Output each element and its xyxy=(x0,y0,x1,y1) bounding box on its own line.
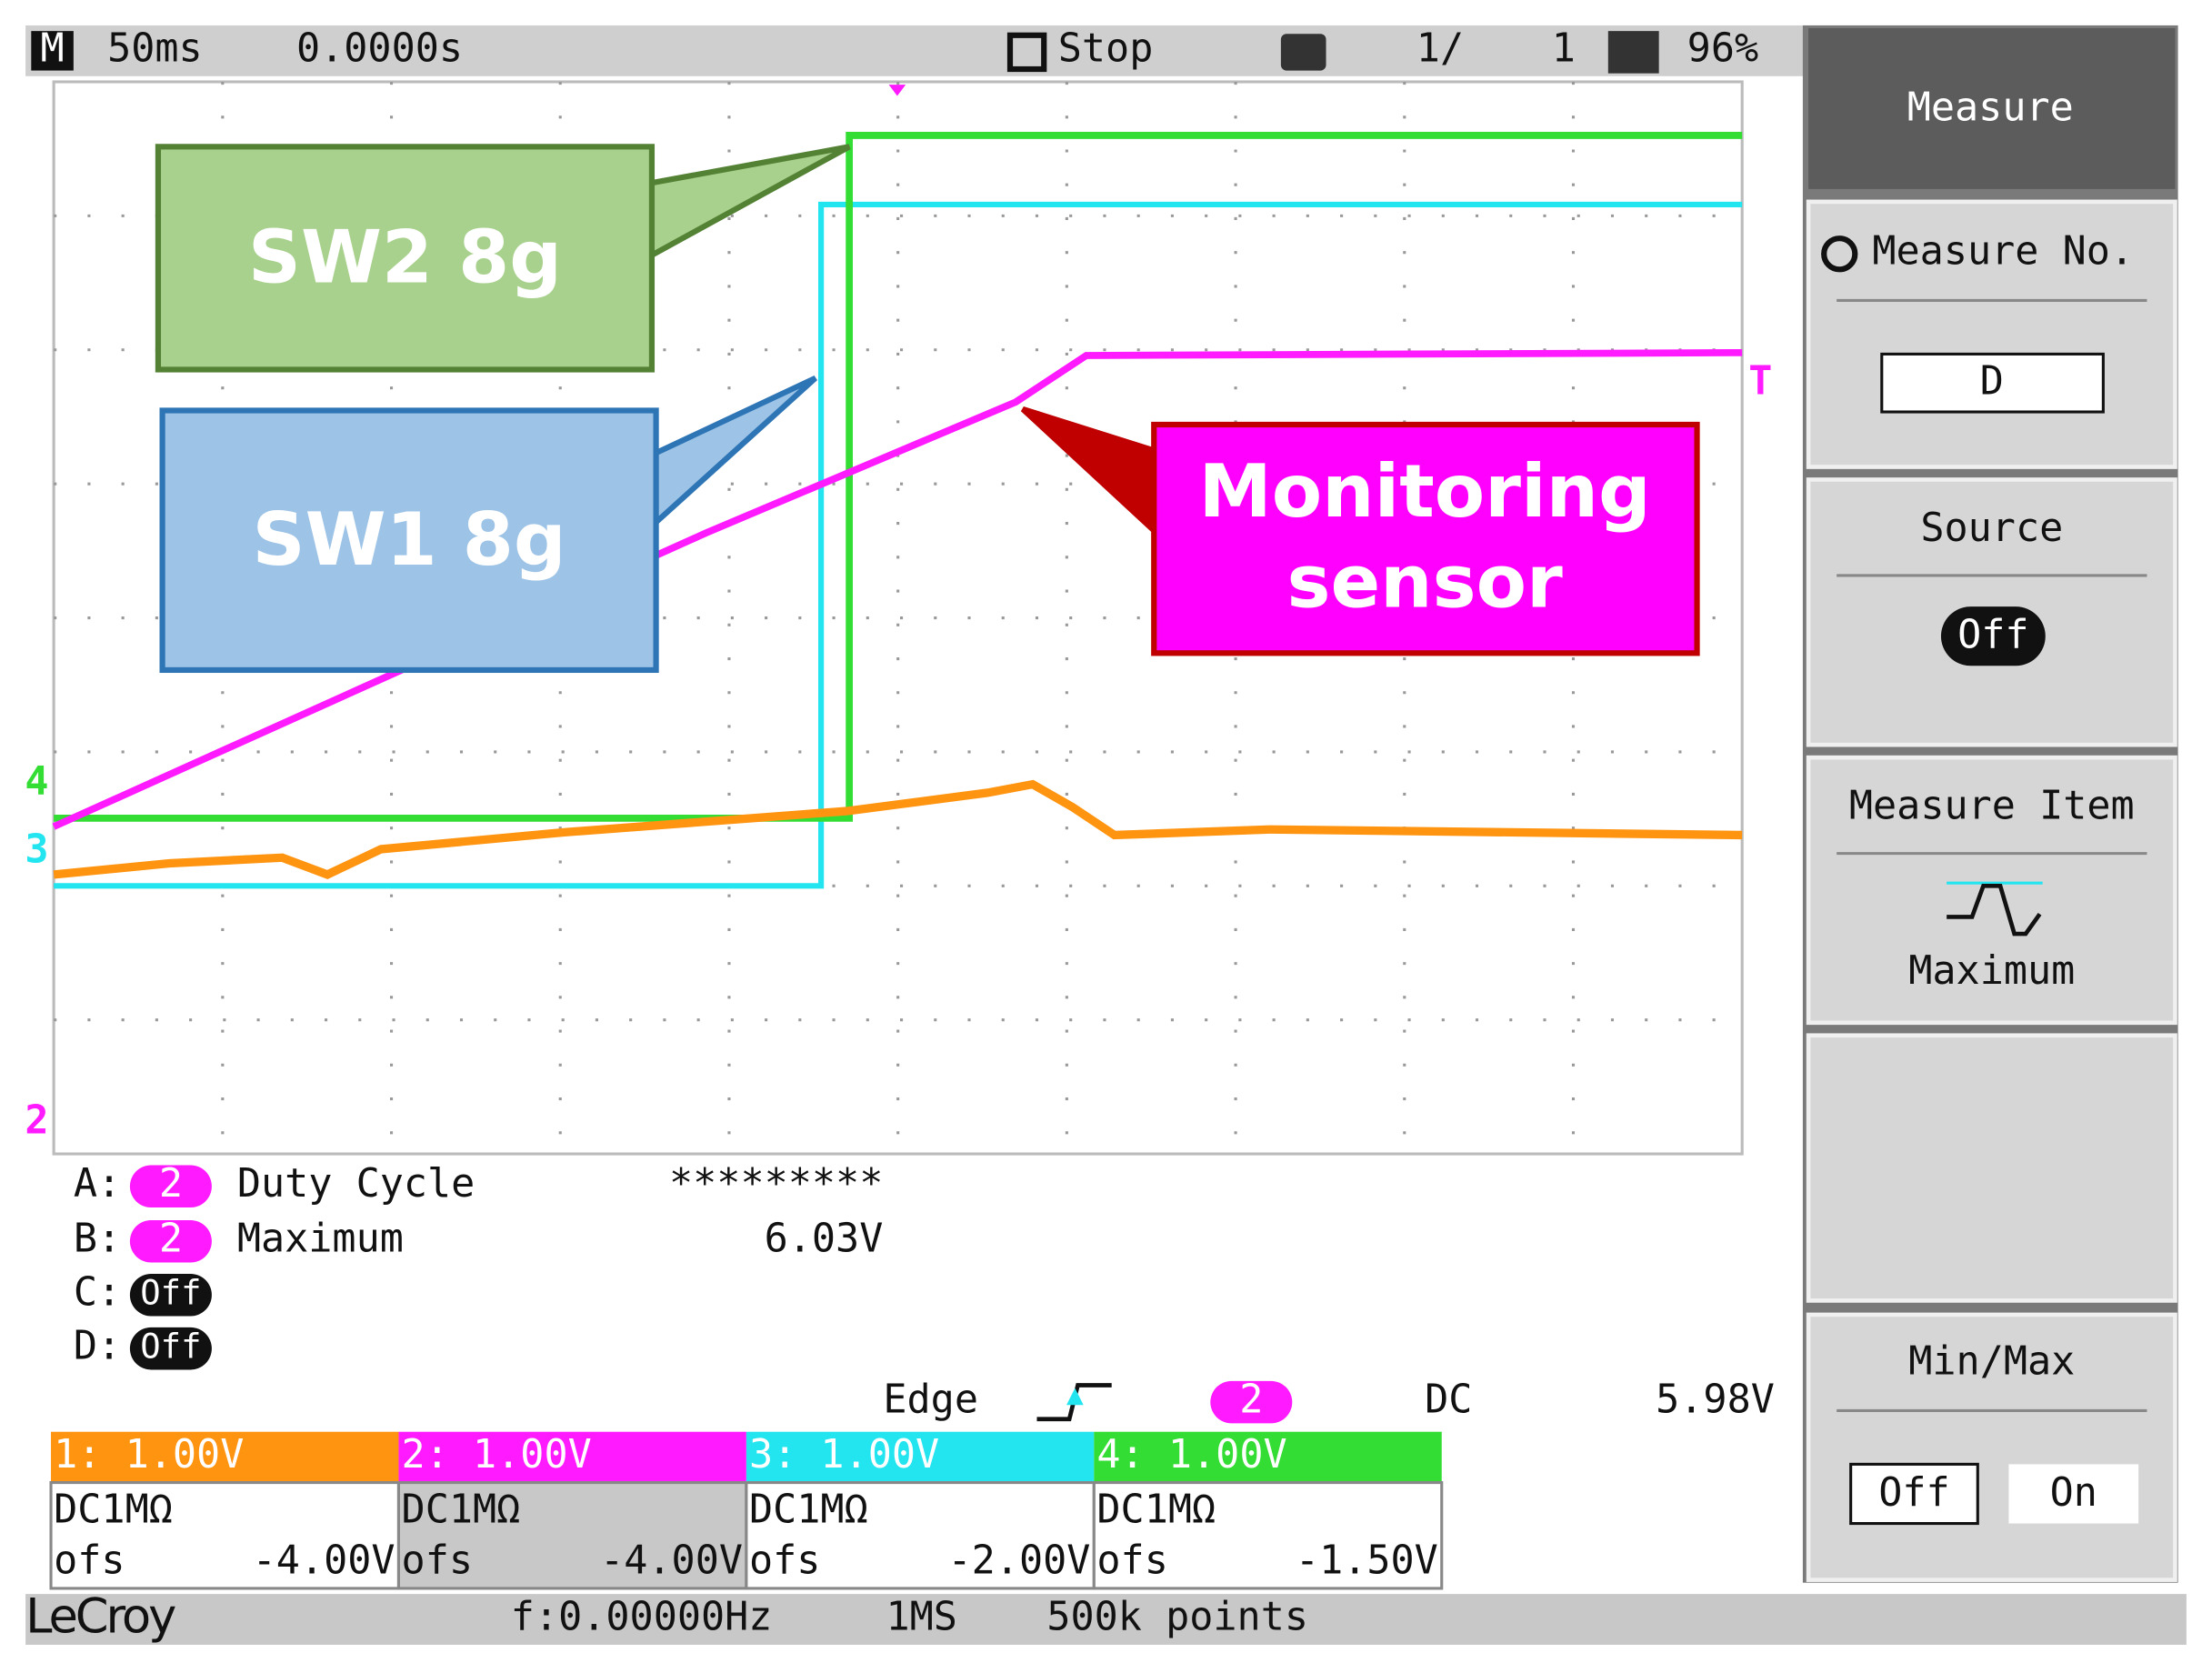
trace-ch3 xyxy=(54,201,1743,889)
minmax-on-box[interactable] xyxy=(2008,1464,2139,1524)
ch2-marker: 2 xyxy=(25,1097,48,1143)
channel-coupling: DC1MΩ xyxy=(402,1488,521,1533)
minmax-on: On xyxy=(2050,1470,2097,1516)
sample-rate: 1MS xyxy=(886,1595,956,1640)
sw2-box xyxy=(155,144,656,373)
ch3-marker: 3 xyxy=(25,827,48,873)
sw2-label: SW2 8g xyxy=(248,215,562,301)
source-value: Off xyxy=(1957,613,2028,658)
menu-title-box xyxy=(1808,28,2176,189)
trigger-coupling: DC xyxy=(1425,1377,1472,1423)
minmax-off-box[interactable] xyxy=(1849,1462,1979,1526)
sw1-label: SW1 8g xyxy=(253,497,566,583)
channel-header-bg xyxy=(398,1431,746,1483)
channel-coupling: DC1MΩ xyxy=(749,1488,868,1533)
channel-offset: -4.00V xyxy=(600,1538,743,1583)
channel-header: 2: 1.00V xyxy=(402,1432,592,1478)
trace-ch4 xyxy=(54,132,1743,822)
source-pill xyxy=(1940,606,2046,666)
slot-a-channel: 2 xyxy=(159,1161,183,1207)
stop-icon xyxy=(1006,32,1047,73)
monitor-label-2: sensor xyxy=(1286,539,1563,625)
brand: LeCroy xyxy=(25,1589,175,1645)
status-bar xyxy=(25,1594,2187,1645)
monitor-box xyxy=(1151,421,1700,656)
slot-a: A: xyxy=(74,1161,121,1207)
measure-no-value: D xyxy=(1980,358,2004,404)
brightness-icon xyxy=(1607,31,1659,74)
mode-box xyxy=(31,31,74,71)
measure-no-label: Measure No. xyxy=(1872,229,2134,275)
total: 1 xyxy=(1552,25,1576,71)
channel-offset: -1.50V xyxy=(1296,1538,1438,1583)
channel-header: 4: 1.00V xyxy=(1096,1432,1286,1478)
frequency: f:0.00000Hz xyxy=(511,1595,773,1640)
channel-header-bg xyxy=(746,1431,1095,1483)
slot-b-value: 6.03V xyxy=(765,1217,884,1262)
source-label: Source xyxy=(1920,506,2063,551)
button-measure-item[interactable] xyxy=(1806,755,2177,1026)
measure-item-value: Maximum xyxy=(1908,948,2075,994)
trace-ch2 xyxy=(52,348,1743,830)
ch4-marker: 4 xyxy=(25,759,48,805)
mode: M xyxy=(41,25,65,71)
channel-header-bg xyxy=(51,1431,399,1483)
menu-title: Measure xyxy=(1907,85,2074,131)
channel-offset-label: ofs xyxy=(402,1538,473,1583)
button-minmax[interactable] xyxy=(1806,1312,2177,1582)
measure-no-box xyxy=(1880,352,2105,414)
delay: 0.0000s xyxy=(296,25,463,71)
channel-coupling: DC1MΩ xyxy=(54,1488,173,1533)
slot-b-item: Maximum xyxy=(237,1217,404,1262)
channel-coupling: DC1MΩ xyxy=(1096,1488,1216,1533)
trigger-type: Edge xyxy=(883,1377,978,1423)
channel-header: 3: 1.00V xyxy=(749,1432,939,1478)
trigger-level: 5.98V xyxy=(1656,1377,1775,1423)
count: 1/ xyxy=(1416,25,1464,71)
timebase: 50ms xyxy=(107,25,203,71)
monitor-label-1: Monitoring xyxy=(1198,449,1650,535)
measure-item-label: Measure Item xyxy=(1849,783,2135,828)
slot-c-state: Off xyxy=(140,1273,201,1313)
slot-d: D: xyxy=(74,1324,121,1369)
channel-offset-label: ofs xyxy=(749,1538,820,1583)
slot-b: B: xyxy=(74,1217,121,1262)
trigger-pos xyxy=(888,85,906,96)
channel-body-bg xyxy=(49,1481,401,1590)
trace-ch1 xyxy=(53,779,1743,879)
slot-a-item: Duty Cycle xyxy=(237,1161,475,1207)
channel-header: 1: 1.00V xyxy=(54,1432,244,1478)
slot-c: C: xyxy=(74,1270,121,1316)
minmax-label: Min/Max xyxy=(1908,1339,2075,1385)
percent: 96% xyxy=(1687,25,1758,71)
sw1-box xyxy=(159,407,659,674)
top-bar xyxy=(25,25,1807,76)
status: Stop xyxy=(1058,25,1154,71)
channel-offset: -2.00V xyxy=(948,1538,1091,1583)
minmax-off: Off xyxy=(1878,1470,1949,1516)
slot-b-channel: 2 xyxy=(159,1217,183,1262)
button-measure-no[interactable] xyxy=(1806,199,2177,469)
maximum-icon xyxy=(1947,883,2042,937)
trigger-channel: 2 xyxy=(1239,1377,1263,1423)
channel-offset-label: ofs xyxy=(1096,1538,1167,1583)
channel-offset: -4.00V xyxy=(253,1538,395,1583)
points: 500k points xyxy=(1046,1595,1308,1640)
channel-offset-label: ofs xyxy=(54,1538,125,1583)
trigger-level-marker: T xyxy=(1748,358,1772,404)
slot-d-state: Off xyxy=(140,1327,201,1367)
button-empty[interactable] xyxy=(1806,1033,2177,1303)
acq-icon xyxy=(1280,34,1326,71)
channel-header-bg xyxy=(1094,1431,1442,1483)
channel-body-bg xyxy=(1092,1481,1444,1590)
slot-a-value: ********* xyxy=(669,1161,883,1207)
knob-icon xyxy=(1821,235,1858,273)
